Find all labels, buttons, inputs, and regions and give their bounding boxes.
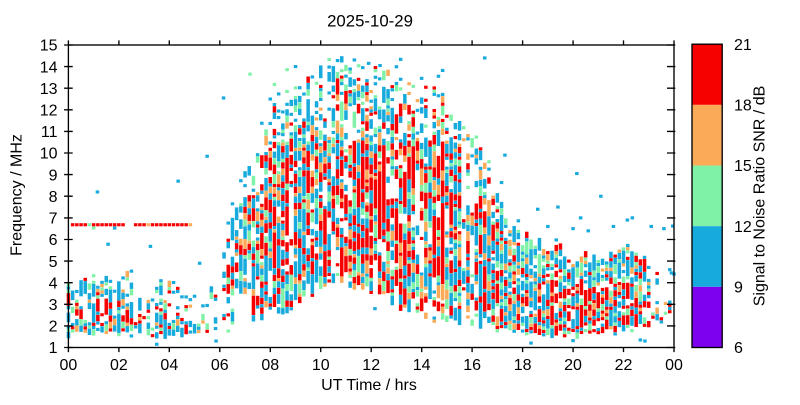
svg-text:7: 7 bbox=[49, 211, 58, 228]
svg-text:08: 08 bbox=[261, 357, 279, 374]
svg-text:15: 15 bbox=[734, 158, 752, 175]
svg-text:14: 14 bbox=[40, 59, 58, 76]
svg-text:00: 00 bbox=[665, 357, 683, 374]
svg-text:6: 6 bbox=[734, 340, 743, 357]
svg-text:12: 12 bbox=[734, 219, 752, 236]
svg-text:5: 5 bbox=[49, 254, 58, 271]
svg-text:14: 14 bbox=[413, 357, 431, 374]
svg-text:11: 11 bbox=[41, 124, 58, 141]
svg-text:2: 2 bbox=[49, 319, 58, 336]
svg-text:22: 22 bbox=[615, 357, 633, 374]
svg-text:6: 6 bbox=[49, 232, 58, 249]
svg-text:UT Time / hrs: UT Time / hrs bbox=[321, 377, 417, 394]
svg-text:9: 9 bbox=[49, 167, 58, 184]
svg-text:13: 13 bbox=[40, 81, 58, 98]
svg-text:21: 21 bbox=[734, 37, 752, 54]
svg-text:04: 04 bbox=[160, 357, 178, 374]
svg-text:Signal to Noise Ratio SNR / dB: Signal to Noise Ratio SNR / dB bbox=[752, 86, 769, 307]
svg-text:10: 10 bbox=[312, 357, 330, 374]
svg-text:9: 9 bbox=[734, 280, 743, 297]
svg-text:15: 15 bbox=[40, 38, 58, 55]
svg-text:4: 4 bbox=[49, 275, 58, 292]
svg-text:10: 10 bbox=[40, 146, 58, 163]
svg-text:06: 06 bbox=[211, 357, 229, 374]
svg-text:2025-10-29: 2025-10-29 bbox=[327, 12, 413, 31]
svg-text:20: 20 bbox=[564, 357, 582, 374]
svg-text:12: 12 bbox=[40, 103, 58, 120]
svg-text:3: 3 bbox=[49, 297, 58, 314]
svg-text:00: 00 bbox=[60, 357, 78, 374]
svg-text:16: 16 bbox=[463, 357, 481, 374]
svg-text:Frequency / MHz: Frequency / MHz bbox=[9, 134, 26, 256]
svg-text:02: 02 bbox=[110, 357, 128, 374]
svg-text:1: 1 bbox=[49, 340, 58, 357]
svg-text:18: 18 bbox=[734, 98, 752, 115]
svg-text:8: 8 bbox=[49, 189, 58, 206]
svg-text:12: 12 bbox=[362, 357, 380, 374]
svg-text:18: 18 bbox=[514, 357, 532, 374]
